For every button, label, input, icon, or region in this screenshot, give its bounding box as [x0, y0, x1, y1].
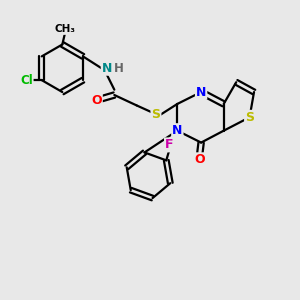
Text: F: F — [165, 138, 173, 152]
Text: S: S — [245, 111, 254, 124]
Text: CH₃: CH₃ — [54, 24, 75, 34]
Text: O: O — [91, 94, 102, 107]
Text: H: H — [114, 62, 124, 75]
Text: S: S — [152, 108, 160, 122]
Text: N: N — [172, 124, 182, 137]
Text: N: N — [196, 85, 206, 98]
Text: O: O — [194, 153, 205, 166]
Text: N: N — [102, 62, 112, 75]
Text: Cl: Cl — [20, 74, 33, 87]
